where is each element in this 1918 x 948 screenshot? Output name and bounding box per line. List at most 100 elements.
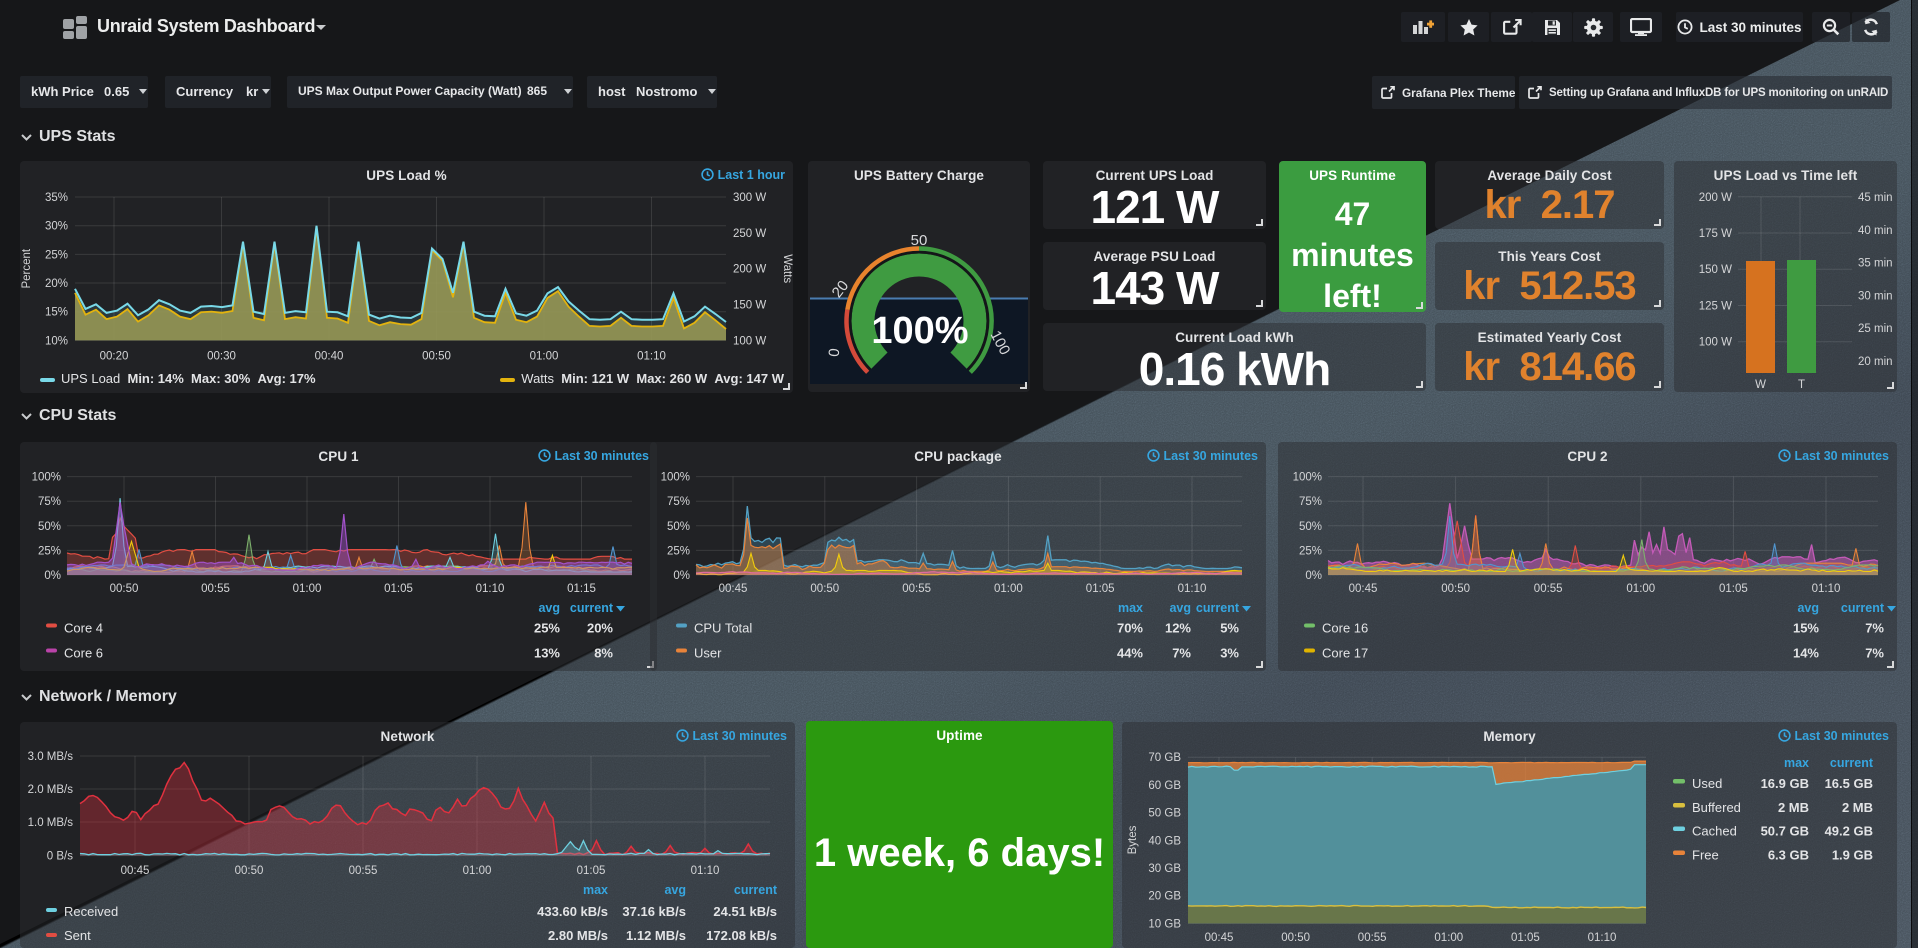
svg-text:01:10: 01:10 <box>1588 932 1617 944</box>
svg-text:Bytes: Bytes <box>1127 825 1139 854</box>
svg-text:00:55: 00:55 <box>349 865 378 877</box>
svg-text:00:55: 00:55 <box>902 583 931 595</box>
svg-text:30 min: 30 min <box>1858 290 1893 302</box>
svg-text:00:50: 00:50 <box>110 583 139 595</box>
svg-text:0: 0 <box>826 348 844 358</box>
svg-text:max: max <box>583 883 608 897</box>
svg-text:01:00: 01:00 <box>530 350 559 362</box>
svg-text:00:55: 00:55 <box>201 583 230 595</box>
svg-text:00:50: 00:50 <box>1281 932 1310 944</box>
svg-text:12%: 12% <box>1165 621 1191 636</box>
svg-text:Watts: Watts <box>781 254 793 283</box>
svg-text:75%: 75% <box>38 496 61 508</box>
svg-text:70 GB: 70 GB <box>1148 752 1181 764</box>
svg-text:00:20: 00:20 <box>100 350 129 362</box>
svg-text:01:00: 01:00 <box>994 583 1023 595</box>
svg-text:00:30: 00:30 <box>207 350 236 362</box>
svg-text:433.60 kB/s: 433.60 kB/s <box>537 904 608 919</box>
svg-text:150 W: 150 W <box>733 300 766 312</box>
svg-text:100%: 100% <box>32 472 61 484</box>
svg-text:30%: 30% <box>45 221 68 233</box>
svg-text:1.0 MB/s: 1.0 MB/s <box>28 817 74 829</box>
svg-text:0%: 0% <box>1305 570 1322 582</box>
svg-text:25%: 25% <box>534 621 560 636</box>
svg-text:10%: 10% <box>45 335 68 347</box>
svg-text:3%: 3% <box>1220 646 1239 661</box>
svg-text:01:15: 01:15 <box>567 583 596 595</box>
svg-text:8%: 8% <box>594 646 613 661</box>
svg-text:172.08 kB/s: 172.08 kB/s <box>706 928 777 943</box>
svg-text:01:10: 01:10 <box>691 865 720 877</box>
svg-text:avg: avg <box>1169 601 1191 615</box>
svg-text:01:10: 01:10 <box>476 583 505 595</box>
svg-text:Free: Free <box>1692 848 1719 863</box>
svg-text:current: current <box>570 601 614 615</box>
svg-text:01:10: 01:10 <box>637 350 666 362</box>
svg-text:40 GB: 40 GB <box>1148 835 1181 847</box>
svg-text:00:50: 00:50 <box>235 865 264 877</box>
svg-text:1.12 MB/s: 1.12 MB/s <box>626 928 686 943</box>
svg-text:25 min: 25 min <box>1858 323 1893 335</box>
svg-text:avg: avg <box>1797 601 1819 615</box>
svg-text:16.5 GB: 16.5 GB <box>1825 776 1873 791</box>
svg-text:100%: 100% <box>661 472 690 484</box>
svg-text:2 MB: 2 MB <box>1778 800 1809 815</box>
svg-text:75%: 75% <box>1299 496 1322 508</box>
svg-text:01:05: 01:05 <box>577 865 606 877</box>
svg-text:01:10: 01:10 <box>1812 583 1841 595</box>
svg-text:W: W <box>1755 379 1766 391</box>
svg-text:50%: 50% <box>38 521 61 533</box>
svg-text:7%: 7% <box>1865 621 1884 636</box>
svg-text:35%: 35% <box>45 192 68 204</box>
svg-text:Sent: Sent <box>64 928 91 943</box>
svg-text:01:10: 01:10 <box>1178 583 1207 595</box>
svg-text:00:45: 00:45 <box>719 583 748 595</box>
svg-text:70%: 70% <box>1117 621 1143 636</box>
svg-text:0%: 0% <box>44 570 61 582</box>
svg-text:00:55: 00:55 <box>1358 932 1387 944</box>
svg-text:01:05: 01:05 <box>1719 583 1748 595</box>
svg-text:15%: 15% <box>1793 621 1819 636</box>
svg-text:avg: avg <box>664 883 686 897</box>
svg-text:200 W: 200 W <box>1699 192 1732 204</box>
svg-text:1.9 GB: 1.9 GB <box>1832 848 1873 863</box>
svg-text:20%: 20% <box>45 278 68 290</box>
svg-text:00:40: 00:40 <box>315 350 344 362</box>
svg-text:2 MB: 2 MB <box>1842 800 1873 815</box>
svg-text:01:05: 01:05 <box>1086 583 1115 595</box>
svg-text:25%: 25% <box>667 545 690 557</box>
svg-text:current: current <box>734 883 778 897</box>
svg-text:5%: 5% <box>1220 621 1239 636</box>
svg-text:20 min: 20 min <box>1858 356 1893 368</box>
svg-text:25%: 25% <box>38 545 61 557</box>
svg-text:100%: 100% <box>1293 472 1322 484</box>
svg-text:Cached: Cached <box>1692 824 1737 839</box>
svg-text:Buffered: Buffered <box>1692 800 1741 815</box>
svg-text:2.0 MB/s: 2.0 MB/s <box>28 784 74 796</box>
svg-text:Used: Used <box>1692 776 1722 791</box>
svg-text:00:50: 00:50 <box>422 350 451 362</box>
svg-text:Percent: Percent <box>21 248 33 288</box>
svg-text:13%: 13% <box>534 646 560 661</box>
svg-text:14%: 14% <box>1793 646 1819 661</box>
svg-text:01:05: 01:05 <box>1511 932 1540 944</box>
svg-text:Core 4: Core 4 <box>64 621 103 636</box>
svg-text:01:00: 01:00 <box>293 583 322 595</box>
svg-text:25%: 25% <box>1299 545 1322 557</box>
svg-text:100 W: 100 W <box>1699 337 1732 349</box>
svg-text:300 W: 300 W <box>733 192 766 204</box>
svg-text:max: max <box>1784 756 1809 770</box>
svg-text:max: max <box>1118 601 1143 615</box>
svg-text:175 W: 175 W <box>1699 228 1732 240</box>
svg-text:50%: 50% <box>667 521 690 533</box>
svg-text:0 B/s: 0 B/s <box>47 851 73 863</box>
svg-text:20 GB: 20 GB <box>1148 891 1181 903</box>
svg-text:7%: 7% <box>1172 646 1191 661</box>
svg-text:45 min: 45 min <box>1858 192 1893 204</box>
svg-text:T: T <box>1798 379 1805 391</box>
svg-text:00:45: 00:45 <box>1205 932 1234 944</box>
svg-text:50: 50 <box>911 232 928 249</box>
svg-text:44%: 44% <box>1117 646 1143 661</box>
svg-text:6.3 GB: 6.3 GB <box>1768 848 1809 863</box>
svg-text:50 GB: 50 GB <box>1148 808 1181 820</box>
